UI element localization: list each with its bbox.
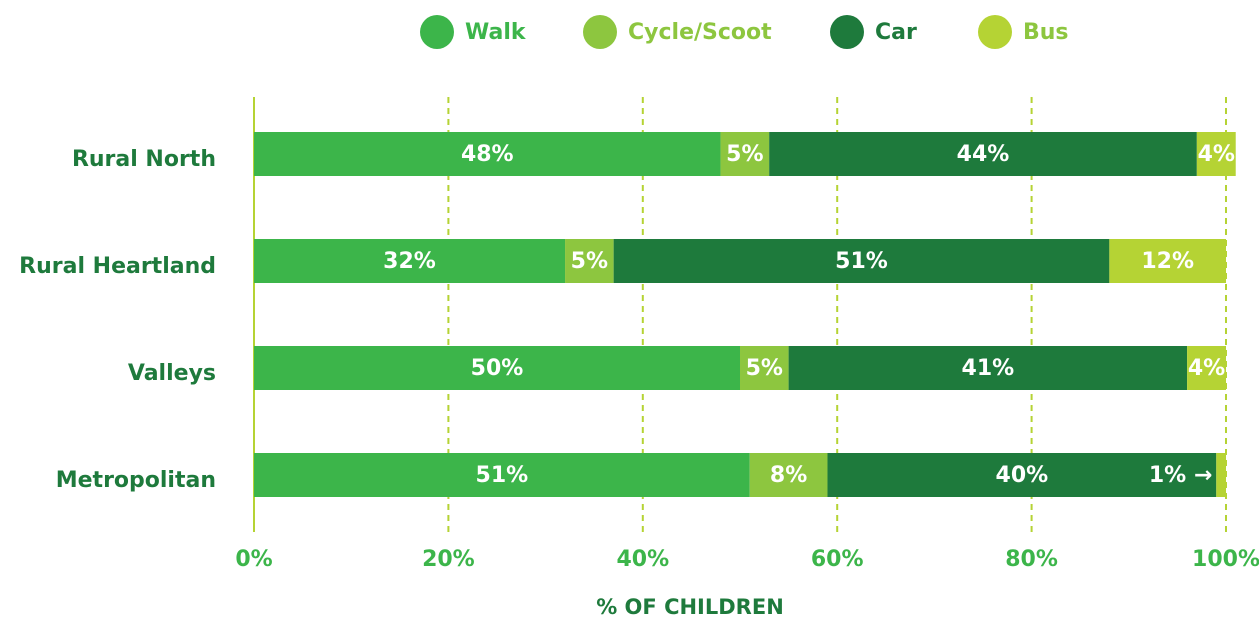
bar-segment: [740, 346, 789, 390]
value-label: 4%: [1198, 142, 1235, 167]
y-tick-label: Rural Heartland: [19, 254, 216, 279]
bar-segment: [565, 239, 614, 283]
legend-swatch: [420, 15, 454, 49]
value-label: 44%: [957, 142, 1010, 167]
bar-segment: [254, 346, 740, 390]
value-label: 5%: [726, 142, 763, 167]
value-label: 1% →: [1149, 463, 1212, 488]
value-label: 5%: [571, 249, 608, 274]
x-tick-label: 100%: [1192, 547, 1259, 572]
y-tick-label: Valleys: [128, 361, 216, 386]
bar-segment: [254, 132, 721, 176]
bar-segment: [613, 239, 1110, 283]
value-label: 8%: [770, 463, 807, 488]
value-label: 51%: [835, 249, 888, 274]
x-tick-label: 60%: [811, 547, 864, 572]
bar-segment: [1196, 132, 1236, 176]
legend-swatch: [583, 15, 617, 49]
value-label: 51%: [476, 463, 529, 488]
bar-segment: [1216, 453, 1226, 497]
value-label: 41%: [962, 356, 1015, 381]
bar-segment: [827, 453, 1217, 497]
value-label: 4%: [1188, 356, 1225, 381]
x-tick-label: 0%: [235, 547, 272, 572]
bar-segment: [749, 453, 828, 497]
bar-segment: [769, 132, 1197, 176]
legend-swatch: [830, 15, 864, 49]
bar-segment: [254, 453, 750, 497]
legend-label: Car: [875, 20, 917, 45]
y-tick-label: Metropolitan: [56, 468, 216, 493]
value-label: 5%: [746, 356, 783, 381]
bar-segment: [1187, 346, 1226, 390]
bar-segment: [720, 132, 770, 176]
legend-label: Cycle/Scoot: [628, 20, 772, 45]
bar-segment: [1109, 239, 1226, 283]
value-label: 32%: [383, 249, 436, 274]
bar-segment: [788, 346, 1188, 390]
value-label: 40%: [996, 463, 1049, 488]
x-tick-label: 80%: [1005, 547, 1058, 572]
legend-label: Bus: [1023, 20, 1069, 45]
y-tick-label: Rural North: [72, 147, 216, 172]
x-axis-title: % OF CHILDREN: [596, 595, 784, 619]
x-tick-label: 40%: [616, 547, 669, 572]
value-label: 12%: [1141, 249, 1194, 274]
value-label: 50%: [471, 356, 524, 381]
legend-swatch: [978, 15, 1012, 49]
bar-segment: [254, 239, 566, 283]
x-tick-label: 20%: [422, 547, 475, 572]
value-label: 48%: [461, 142, 514, 167]
legend-label: Walk: [465, 20, 527, 45]
